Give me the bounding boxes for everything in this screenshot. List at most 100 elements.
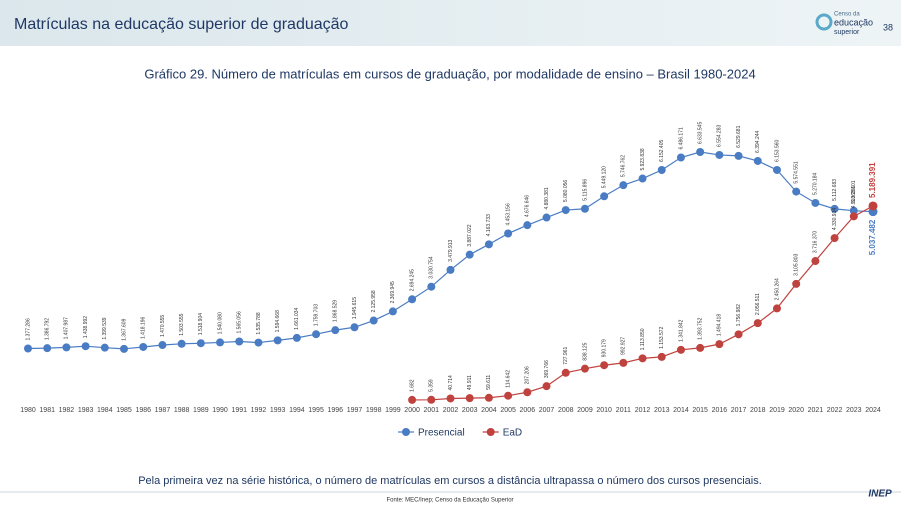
data-point [292,333,301,342]
data-point [696,148,705,156]
x-tick-label: 1990 [212,407,228,414]
data-label: 5.115.896 [582,179,588,201]
data-label: 1.418.196 [141,317,147,339]
x-tick-label: 2016 [712,407,728,414]
x-tick-label: 2001 [424,407,440,414]
data-point [408,395,417,404]
x-tick-label: 2012 [635,407,651,414]
data-point [43,344,52,353]
x-tick-label: 2005 [500,407,516,414]
data-point [81,342,90,351]
data-label: 1.535.788 [256,312,262,334]
data-label: 1.868.529 [333,300,339,322]
data-point [177,339,186,348]
data-point [408,295,417,304]
data-point [235,337,244,346]
data-label: 6.152.405 [659,140,665,162]
data-point [561,206,570,215]
x-tick-label: 2017 [731,407,747,414]
header-band [0,0,901,46]
plot: 1980 1981 1982 1983 1984 1985 1986 1987 1988 1989… [20,122,881,439]
data-point [504,391,513,400]
note: Pela primeira vez na série histórica, o … [138,475,762,487]
chart-title: Gráfico 29. Número de matrículas em curs… [144,66,755,81]
data-label: 1.540.080 [217,312,223,334]
x-tick-label: 1999 [385,407,401,414]
data-label: 1.367.609 [121,318,127,340]
data-label: 1.756.982 [736,304,742,326]
data-point [715,340,724,349]
data-label: 3.105.803 [794,253,800,275]
logo-icon [815,13,833,31]
x-tick-label: 1982 [59,407,75,414]
legend-label: Presencial [418,428,465,439]
data-label: 1.682 [409,379,415,392]
data-point [427,395,436,404]
data-label: 1.503.555 [179,313,185,335]
data-point [619,181,628,190]
data-label: 3.887.022 [467,224,473,246]
data-label: 4.676.646 [525,195,531,217]
logo-text: Censo da [834,12,860,18]
x-tick-label: 2014 [673,407,689,414]
x-tick-label: 2021 [808,407,824,414]
data-label: 207.206 [525,366,531,384]
x-tick-label: 2004 [481,407,497,414]
x-tick-label: 1988 [174,407,190,414]
x-tick-label: 2008 [558,407,574,414]
data-label: 1.470.555 [160,315,166,337]
data-label: 6.153.560 [774,139,780,161]
data-label: 1.518.904 [198,313,204,335]
data-label: 49.911 [467,375,473,390]
data-point [331,326,340,335]
x-tick-label: 2011 [616,407,631,414]
data-label: 4.880.381 [544,187,550,209]
data-label: 1.377.286 [25,318,31,340]
data-point [139,342,148,351]
data-point [657,165,666,174]
data-label: 5.112.683 [832,179,838,201]
data-label: 1.153.572 [659,326,665,348]
data-point [484,240,493,249]
data-label: 369.766 [544,360,550,378]
data-label: 4.913.281 [851,186,857,208]
data-label: 1.759.703 [313,304,319,326]
x-tick-label: 1994 [289,407,305,414]
data-point [849,206,858,215]
legend-marker [486,428,495,436]
data-point [158,341,167,350]
x-tick-label: 1993 [270,407,286,414]
x-tick-label: 1991 [231,407,247,414]
data-point [561,368,570,377]
data-point [830,204,839,213]
data-label: 5.923.838 [640,148,646,170]
data-label: 114.642 [505,370,511,388]
logo-text: educação [834,17,873,27]
brand: INEP [868,489,892,500]
data-label: 992.927 [621,337,627,355]
data-point [542,382,551,391]
data-point [849,212,858,221]
data-point [715,150,724,159]
data-label: 1.594.668 [275,310,281,332]
data-point [350,323,359,332]
data-label: 6.486.171 [678,127,684,149]
data-label: 2.125.958 [371,290,377,312]
x-tick-label: 2009 [577,407,593,414]
x-tick-label: 2010 [596,407,612,414]
data-label: 2.450.264 [774,278,780,300]
x-tick-label: 2019 [769,407,785,414]
data-label: 1.113.850 [640,328,646,350]
data-label: 727.961 [563,346,569,364]
data-label: 838.125 [582,342,588,360]
data-point [619,358,628,367]
data-label: 5.746.762 [621,155,627,177]
data-point [811,257,820,266]
data-label: 1.399.539 [102,317,108,339]
data-label: 5.359 [429,379,435,392]
data-label: 4.163.733 [486,214,492,236]
data-point [580,364,589,373]
data-label: 3.716.370 [813,231,819,253]
x-tick-label: 1987 [155,407,171,414]
